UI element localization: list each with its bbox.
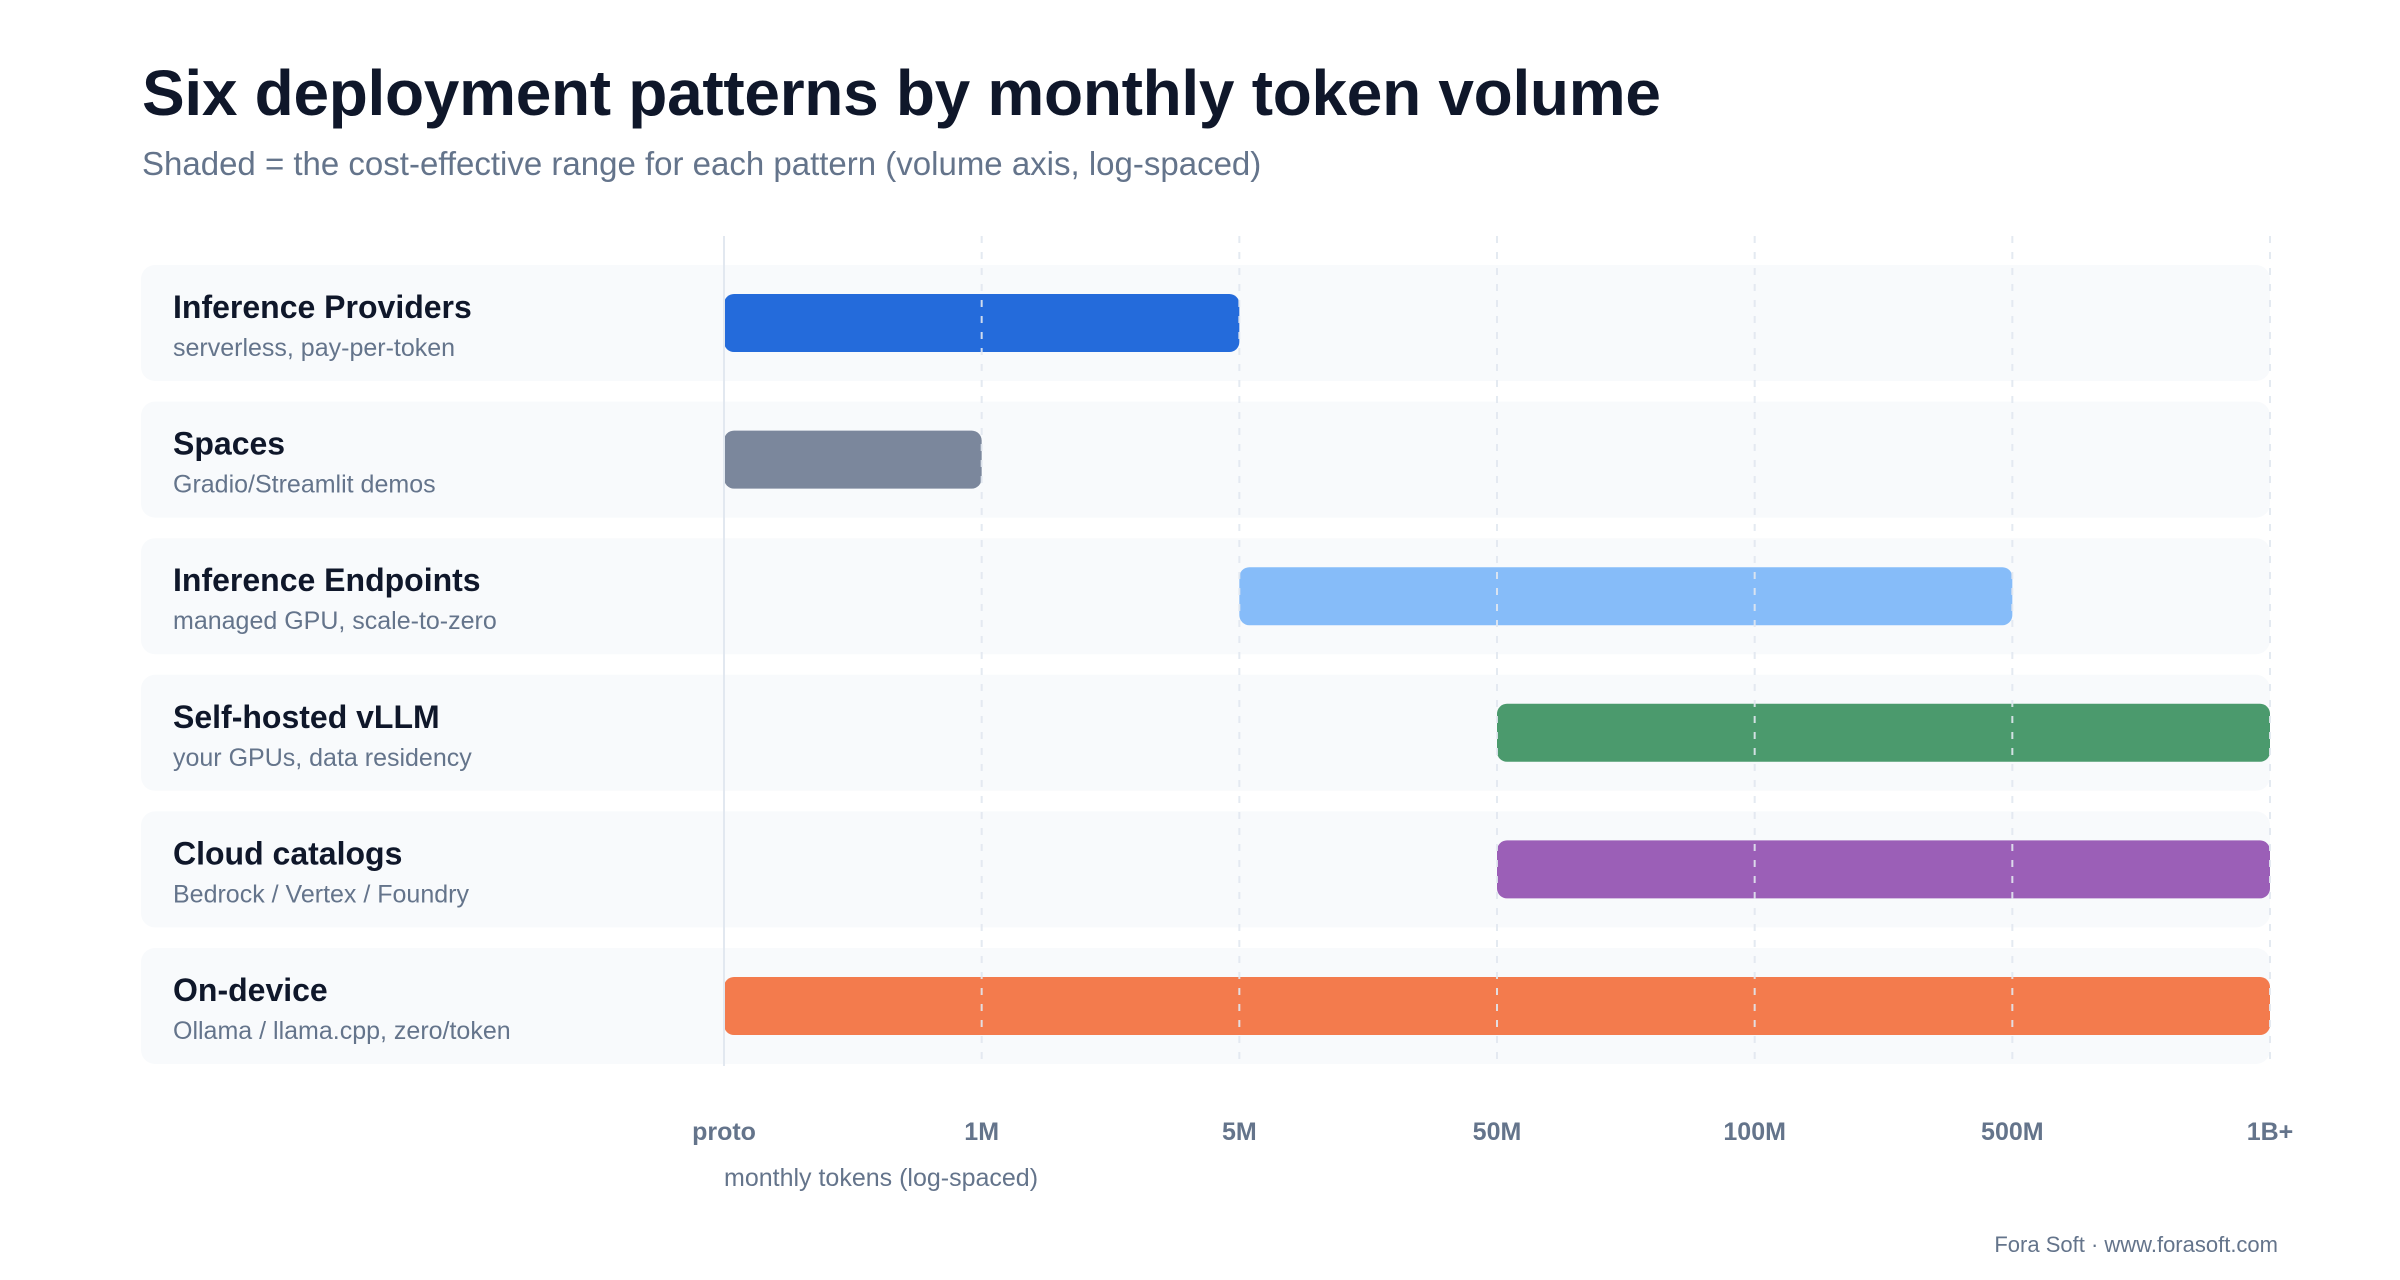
x-tick-label: 1M [964,1118,999,1146]
page-subtitle: Shaded = the cost-effective range for ea… [142,145,1262,182]
series-label: Inference Endpoints [173,562,481,598]
range-bar [724,430,982,489]
x-tick-label: 100M [1723,1118,1786,1146]
series-label: Inference Providers [173,289,472,325]
series-description: your GPUs, data residency [173,744,472,772]
series-description: Ollama / llama.cpp, zero/token [173,1017,511,1045]
range-bar [1497,840,2270,899]
series-label: On-device [173,972,328,1008]
series-description: managed GPU, scale-to-zero [173,607,497,635]
series-label: Cloud catalogs [173,835,402,871]
x-tick-label: 500M [1981,1118,2044,1146]
series-description: Bedrock / Vertex / Foundry [173,880,469,908]
x-tick-label: 5M [1222,1118,1257,1146]
row-background [141,401,2270,518]
range-bar [1239,567,2013,626]
page-title: Six deployment patterns by monthly token… [142,57,1661,129]
series-description: Gradio/Streamlit demos [173,471,436,499]
series-description: serverless, pay-per-token [173,334,455,362]
series-label: Spaces [173,426,285,462]
footer-credit: Fora Soft · www.forasoft.com [1994,1232,2278,1257]
x-tick-label: proto [692,1118,756,1146]
x-tick-label: 1B+ [2247,1118,2294,1146]
range-bar [1497,703,2270,762]
x-tick-label: 50M [1473,1118,1522,1146]
series-label: Self-hosted vLLM [173,699,440,735]
x-axis-label: monthly tokens (log-spaced) [724,1164,1038,1192]
